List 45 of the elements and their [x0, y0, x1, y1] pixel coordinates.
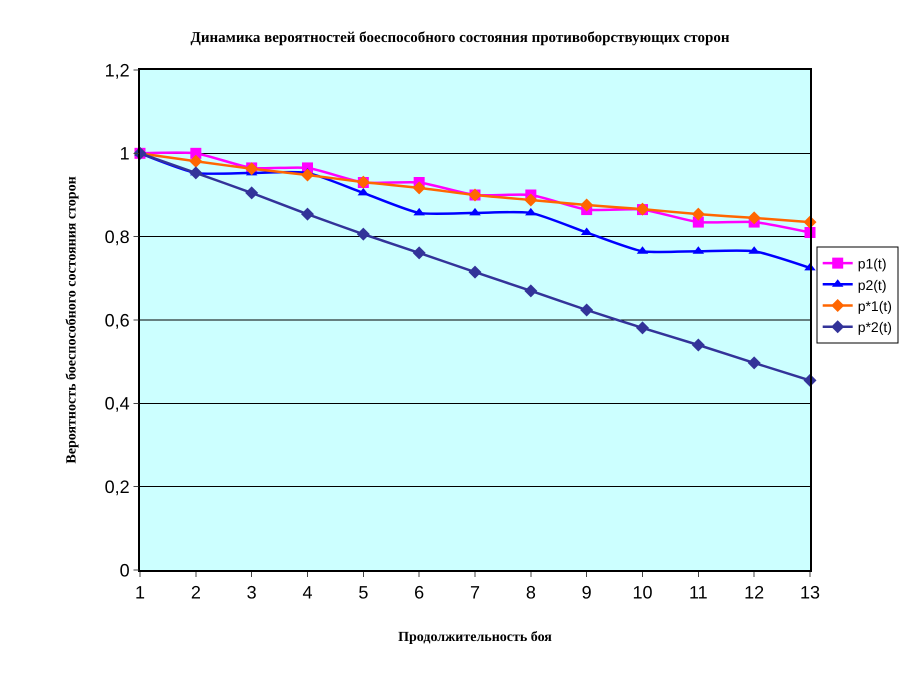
x-tick-label: 12	[744, 582, 764, 602]
point	[245, 186, 258, 200]
point	[692, 208, 705, 221]
point	[748, 211, 761, 224]
x-tick-label: 9	[582, 582, 592, 602]
point	[692, 338, 705, 352]
y-tick-label: 0,6	[104, 310, 130, 330]
point	[468, 266, 482, 279]
point	[580, 304, 594, 316]
x-tick-label: 5	[358, 582, 368, 602]
point	[189, 154, 202, 168]
y-tick-label: 0,2	[104, 476, 130, 497]
point	[301, 208, 314, 221]
x-tick-label: 7	[470, 582, 480, 602]
x-tick-label: 3	[246, 582, 257, 602]
point	[748, 356, 761, 370]
x-tick-label: 11	[688, 582, 708, 602]
y-tick-label: 0	[120, 560, 130, 580]
point	[412, 181, 426, 194]
y-tick-label: 1	[120, 144, 130, 164]
x-tick-label: 1	[134, 582, 146, 602]
x-tick-label: 6	[414, 582, 424, 602]
y-axis-title: Вероятность боеспособного состояния сторон	[64, 176, 80, 464]
legend-label: p*2(t)	[858, 319, 892, 336]
point	[356, 228, 370, 241]
y-tick-label: 1,2	[104, 60, 130, 80]
y-tick-label: 0,8	[104, 226, 130, 247]
legend-label: p*1(t)	[858, 298, 892, 314]
x-tick-label: 13	[800, 582, 820, 602]
x-tick-label: 2	[190, 582, 201, 602]
point	[524, 284, 538, 298]
x-tick-label: 8	[526, 582, 536, 602]
chart-title: Динамика вероятностей боеспособного состояния противоборствующих сторон	[190, 30, 730, 46]
legend-label: p1(t)	[858, 256, 886, 272]
x-tick-label: 4	[302, 582, 313, 602]
point	[189, 166, 202, 180]
point	[580, 198, 594, 212]
point	[301, 168, 314, 182]
x-axis-title: Продолжительность боя	[398, 630, 552, 646]
point	[412, 246, 426, 260]
point	[636, 321, 649, 334]
x-tick-label: 10	[632, 582, 653, 602]
legend-label: p2(t)	[858, 276, 886, 293]
y-tick-label: 0,4	[104, 394, 130, 414]
point	[524, 194, 538, 206]
